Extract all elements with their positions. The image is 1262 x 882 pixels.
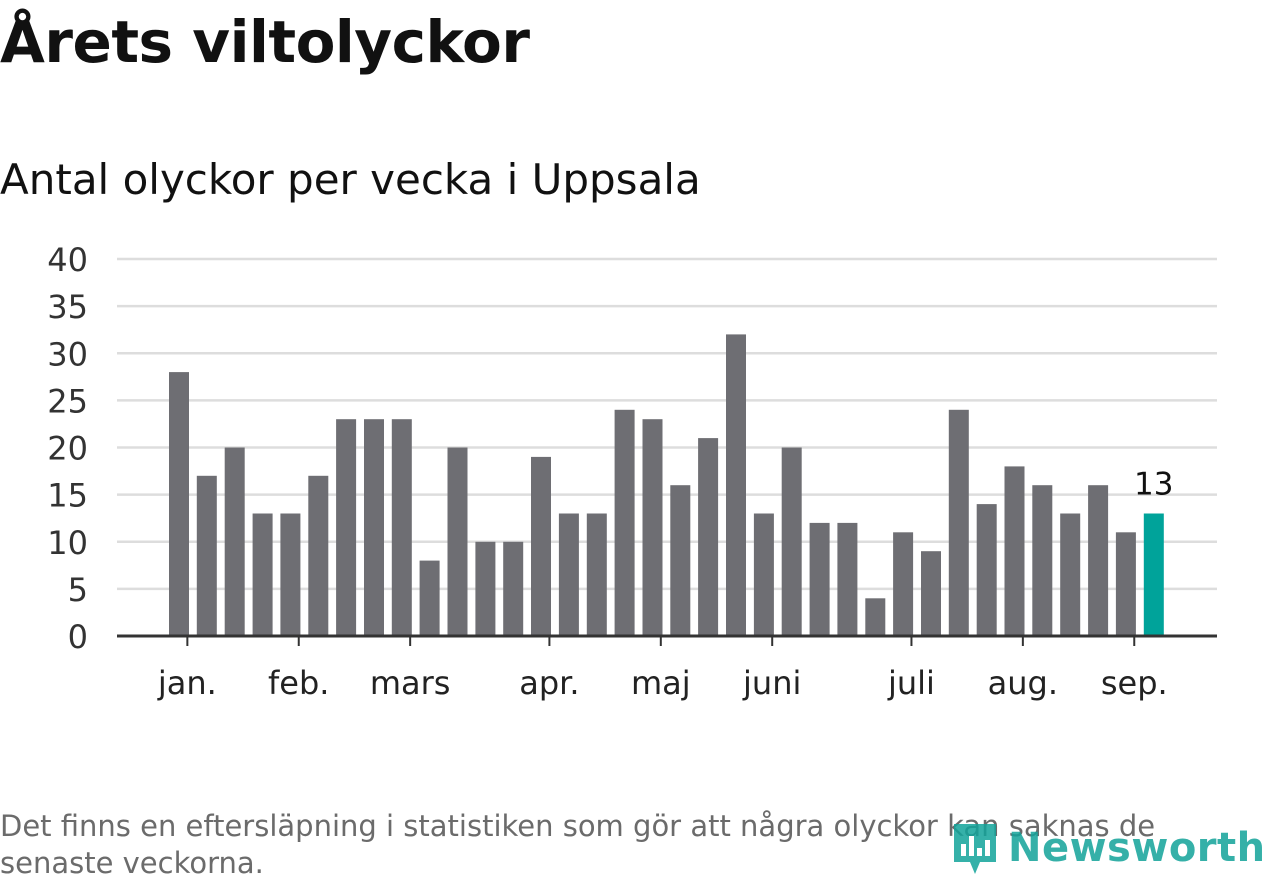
x-tick-label: jan.	[157, 664, 217, 702]
bar	[1060, 514, 1080, 637]
y-tick-label: 30	[47, 335, 88, 373]
bar	[1032, 485, 1052, 636]
x-tick-label: aug.	[988, 664, 1058, 702]
bar	[420, 561, 440, 636]
bar	[949, 410, 969, 636]
bar	[921, 551, 941, 636]
y-tick-label: 5	[68, 571, 88, 609]
bar	[837, 523, 857, 636]
bar	[643, 419, 663, 636]
y-tick-label: 25	[47, 382, 88, 420]
bar	[587, 514, 607, 637]
bar	[1005, 466, 1025, 636]
x-tick-label: apr.	[519, 664, 579, 702]
bar	[475, 542, 495, 636]
newsworthy-logo-icon	[950, 818, 1000, 878]
x-axis-month-labels: jan. feb. mars apr. maj juni juli aug. sep.	[157, 636, 1168, 702]
bar	[253, 514, 273, 637]
x-tick-label: sep.	[1101, 664, 1168, 702]
bar	[698, 438, 718, 636]
bar	[169, 372, 189, 636]
bar	[670, 485, 690, 636]
bar	[197, 476, 217, 636]
bars	[169, 334, 1164, 636]
y-tick-label: 0	[68, 618, 88, 656]
bar-chart: 0 5 10 15 20 25 30 35 40 jan. feb. mars apr. maj juni…	[0, 0, 1262, 879]
bar	[893, 532, 913, 636]
bar	[782, 448, 802, 637]
x-tick-label: juni	[742, 664, 801, 702]
bar	[615, 410, 635, 636]
data-labels: 13	[1134, 466, 1173, 502]
newsworthy-logo: Newsworthy	[950, 818, 1262, 878]
x-tick-label: mars	[370, 664, 451, 702]
bar	[754, 514, 774, 637]
bar-highlight	[1144, 514, 1164, 637]
y-tick-label: 15	[47, 477, 88, 515]
bar	[865, 598, 885, 636]
bar	[531, 457, 551, 636]
bar	[336, 419, 356, 636]
bar	[810, 523, 830, 636]
bar	[977, 504, 997, 636]
x-tick-label: maj	[631, 664, 691, 702]
newsworthy-logo-text: Newsworthy	[1008, 825, 1262, 871]
bar	[1088, 485, 1108, 636]
x-tick-label: feb.	[268, 664, 329, 702]
bar	[503, 542, 523, 636]
x-tick-label: juli	[887, 664, 935, 702]
bar	[559, 514, 579, 637]
y-tick-label: 10	[47, 524, 88, 562]
highlight-value-label: 13	[1134, 466, 1173, 502]
y-tick-label: 35	[47, 288, 88, 326]
bar	[364, 419, 384, 636]
bar	[308, 476, 328, 636]
bar	[280, 514, 300, 637]
y-axis-tick-labels: 0 5 10 15 20 25 30 35 40	[47, 241, 88, 656]
bar	[225, 448, 245, 637]
y-tick-label: 40	[47, 241, 88, 279]
bar	[1116, 532, 1136, 636]
bar	[726, 334, 746, 636]
y-tick-label: 20	[47, 430, 88, 468]
bar	[392, 419, 412, 636]
bar	[448, 448, 468, 637]
